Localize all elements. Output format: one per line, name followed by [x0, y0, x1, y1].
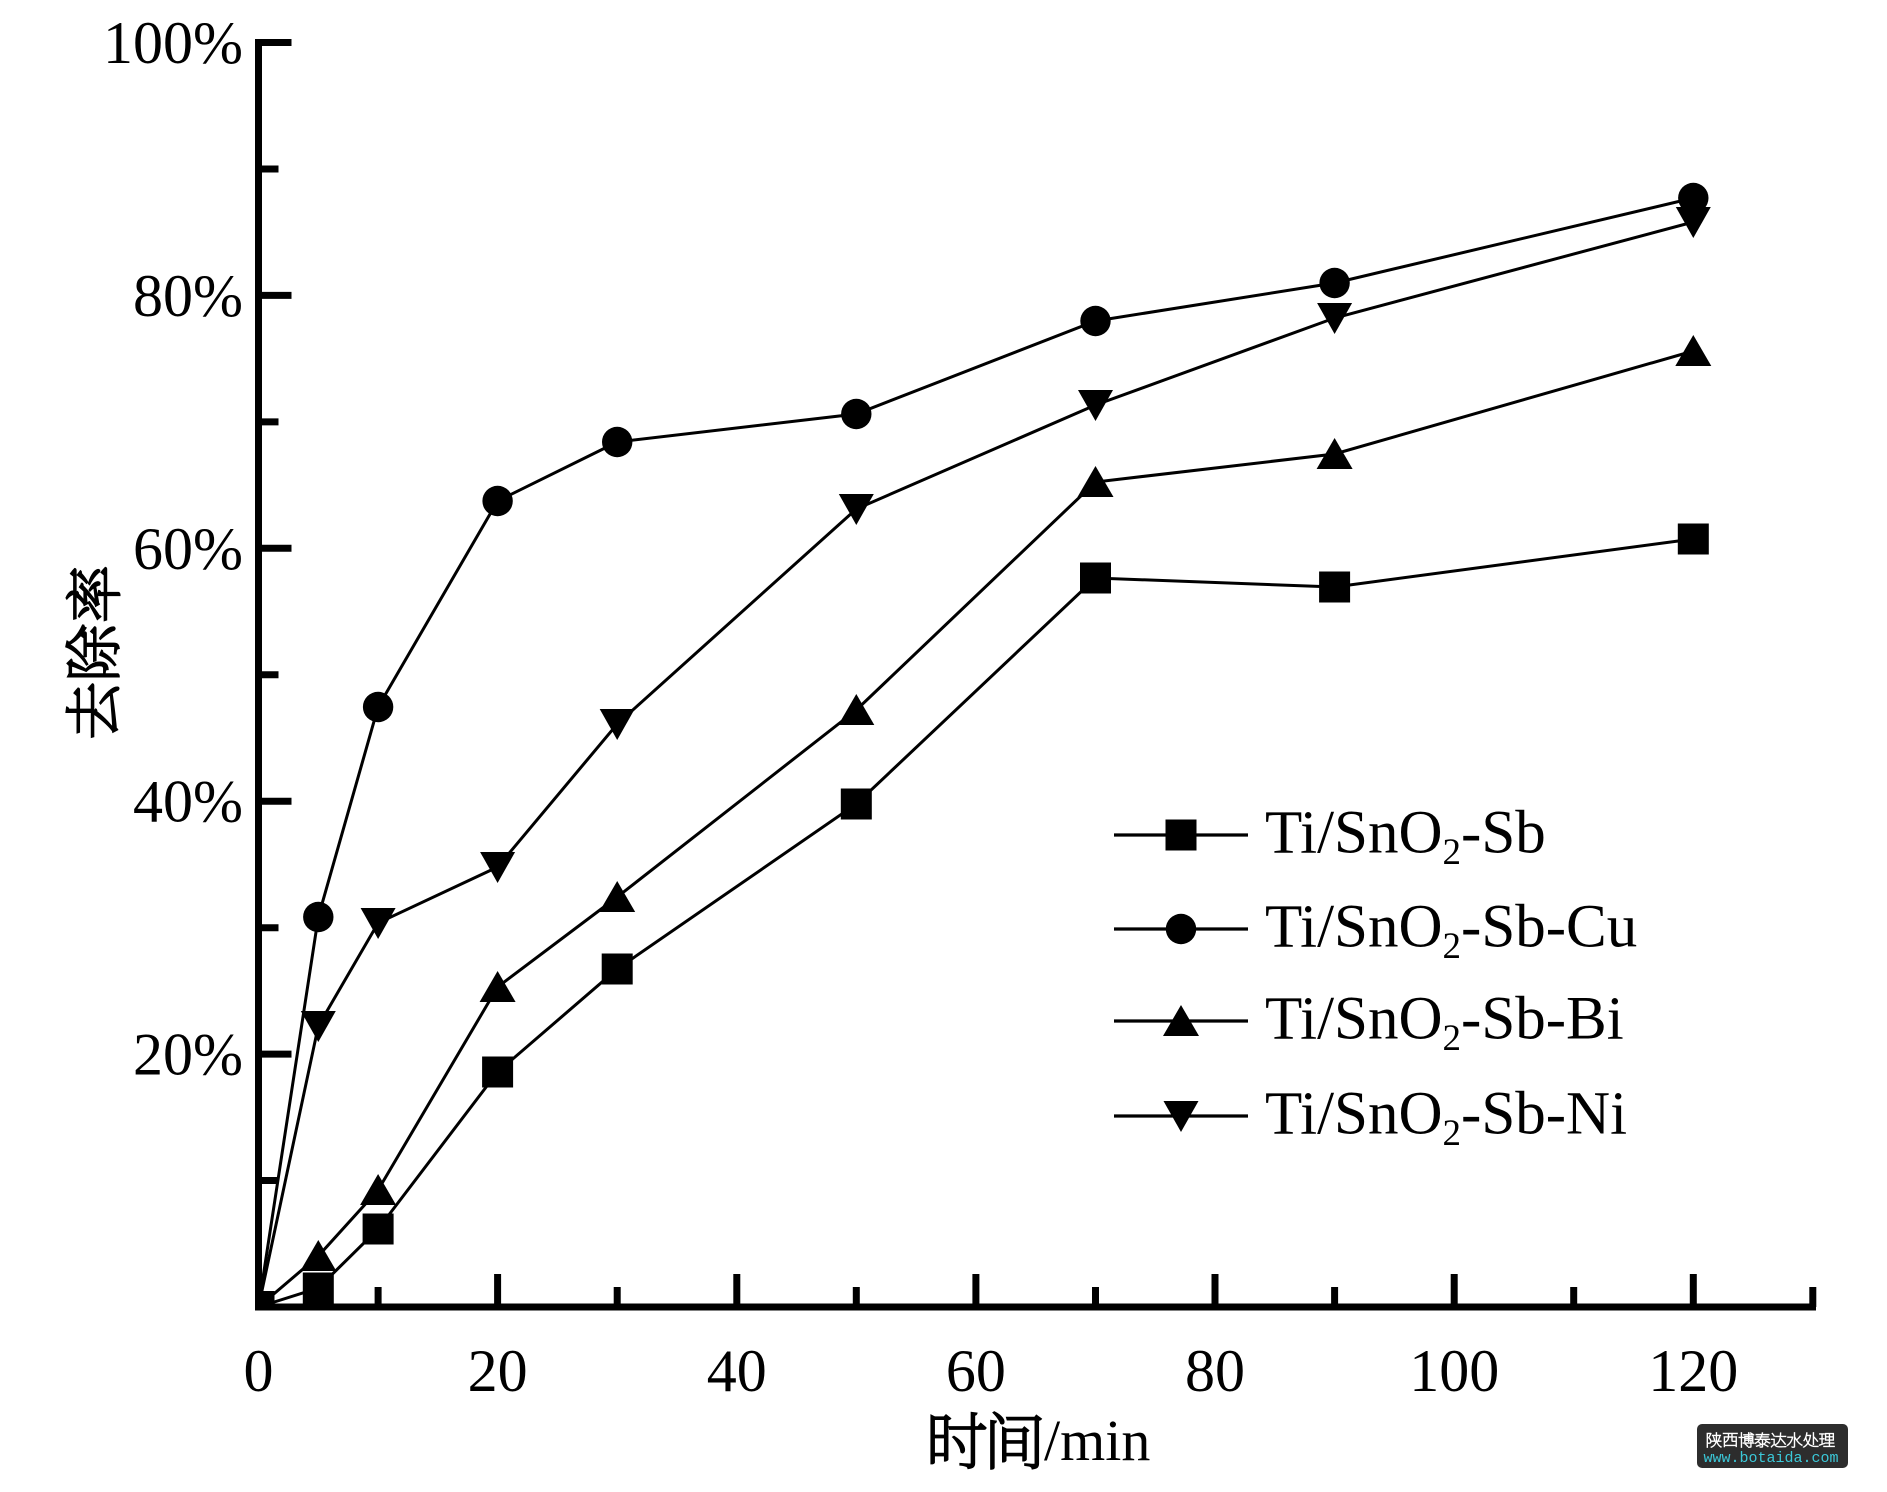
- svg-text:0: 0: [244, 1338, 274, 1404]
- svg-text:20%: 20%: [133, 1022, 243, 1088]
- svg-text:100: 100: [1409, 1338, 1499, 1404]
- svg-text:60%: 60%: [133, 516, 243, 582]
- svg-text:40: 40: [707, 1338, 767, 1404]
- svg-text:Ti/SnO2-Sb-Cu: Ti/SnO2-Sb-Cu: [1265, 894, 1637, 968]
- svg-text:20: 20: [468, 1338, 528, 1404]
- svg-text:Ti/SnO2-Sb-Ni: Ti/SnO2-Sb-Ni: [1265, 1081, 1627, 1155]
- svg-text:100%: 100%: [103, 10, 243, 76]
- svg-text:40%: 40%: [133, 769, 243, 835]
- svg-text:80%: 80%: [133, 263, 243, 329]
- svg-text:60: 60: [946, 1338, 1006, 1404]
- svg-text:Ti/SnO2-Sb: Ti/SnO2-Sb: [1265, 800, 1546, 874]
- svg-text:/min: /min: [1044, 1408, 1150, 1473]
- svg-text:www.botaida.com: www.botaida.com: [1703, 1450, 1838, 1467]
- svg-text:120: 120: [1648, 1338, 1738, 1404]
- svg-text:80: 80: [1185, 1338, 1245, 1404]
